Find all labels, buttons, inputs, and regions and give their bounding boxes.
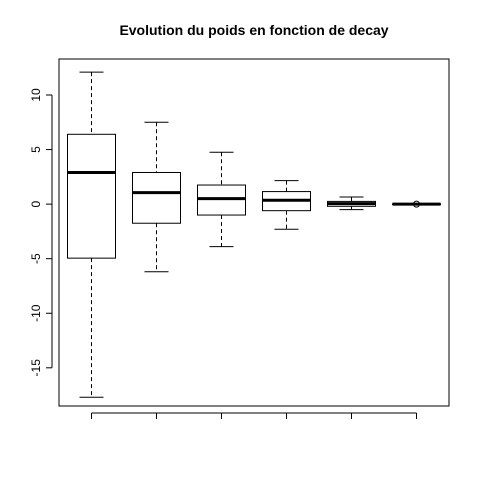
y-axis: 10 5 0 -5 -10 -15 (29, 88, 53, 377)
box-5 (327, 196, 376, 211)
y-tick-label: 0 (29, 200, 43, 207)
box-4 (262, 180, 311, 230)
y-tick-label: -15 (29, 359, 43, 377)
y-tick-label: -5 (29, 253, 43, 264)
box-1 (67, 71, 116, 398)
y-tick-label: 10 (29, 88, 43, 102)
box-body (132, 171, 181, 224)
box-body (67, 133, 116, 259)
outlier-point (413, 200, 420, 208)
plot-frame (58, 58, 450, 407)
chart-title: Evolution du poids en fonction de decay (119, 22, 388, 38)
y-tick-label: -10 (29, 304, 43, 322)
box-series (67, 71, 441, 398)
y-tick-label: 5 (29, 146, 43, 153)
x-axis (91, 412, 417, 419)
box-6 (392, 200, 441, 208)
box-2 (132, 121, 181, 273)
box-3 (197, 151, 246, 248)
